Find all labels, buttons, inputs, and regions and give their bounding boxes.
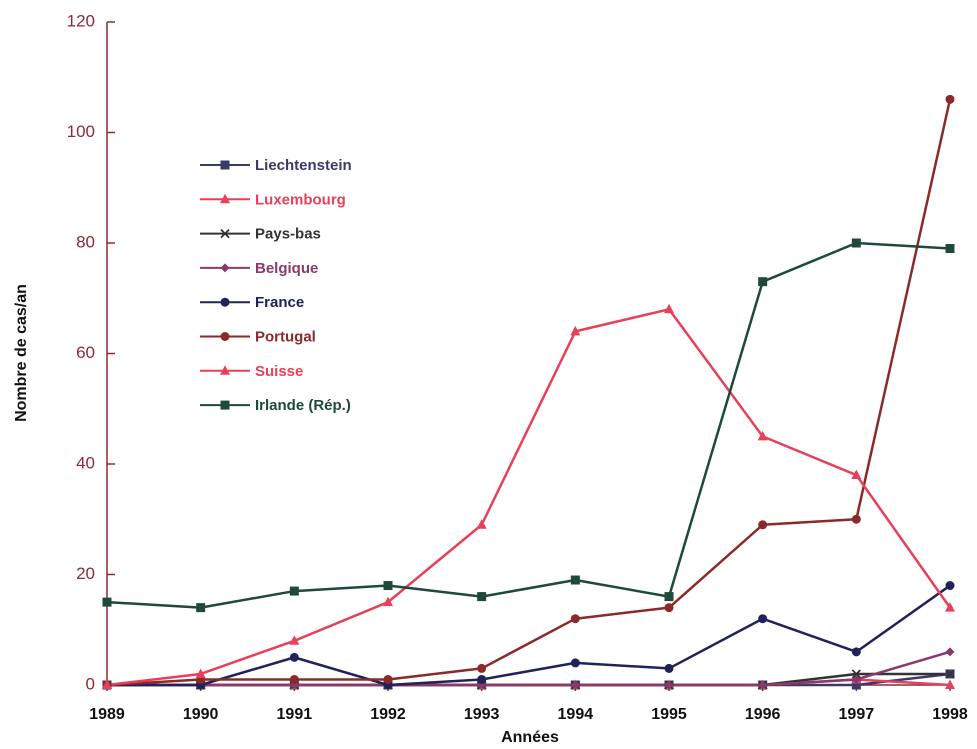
- data-point: [664, 592, 674, 602]
- data-point: [851, 669, 861, 679]
- data-point: [289, 635, 300, 645]
- data-point: [945, 94, 955, 104]
- y-tick-label: 120: [67, 11, 95, 30]
- x-tick-label: 1996: [745, 706, 781, 723]
- data-point: [945, 679, 955, 689]
- data-point: [758, 680, 768, 690]
- legend-label: Liechtenstein: [255, 157, 352, 174]
- data-point: [851, 680, 861, 690]
- data-point: [851, 469, 862, 480]
- data-point: [758, 277, 768, 287]
- legend-label: Portugal: [255, 328, 316, 345]
- y-tick-label: 20: [76, 564, 95, 583]
- legend-label: Pays-bas: [255, 226, 321, 243]
- legend-label: Suisse: [255, 363, 303, 380]
- data-point: [945, 669, 955, 679]
- data-point: [102, 679, 112, 689]
- y-tick-label: 100: [67, 122, 95, 141]
- series-line: [106, 99, 952, 687]
- legend-marker: [220, 263, 230, 273]
- data-point: [196, 603, 206, 613]
- series-line: [107, 584, 951, 687]
- data-point: [758, 520, 768, 530]
- y-tick-label: 60: [76, 343, 95, 362]
- data-point: [945, 244, 955, 254]
- data-point: [570, 575, 580, 585]
- data-point: [851, 674, 861, 684]
- data-point: [664, 680, 674, 690]
- x-tick-label: 1998: [932, 706, 968, 723]
- data-point: [383, 581, 393, 591]
- data-point: [476, 519, 487, 529]
- series-line: [106, 308, 952, 687]
- data-point: [664, 603, 674, 613]
- legend-marker: [220, 297, 230, 307]
- x-tick-label: 1989: [89, 706, 125, 723]
- x-axis-title: Années: [501, 729, 559, 746]
- data-point: [383, 596, 393, 607]
- data-point: [570, 680, 580, 690]
- legend-marker: [220, 228, 230, 239]
- data-point: [289, 674, 299, 684]
- data-point: [570, 658, 580, 668]
- data-point: [570, 614, 580, 624]
- series-line: [107, 650, 951, 687]
- legend-marker: [220, 332, 230, 341]
- y-tick-label: 0: [86, 674, 95, 693]
- legend-marker: [220, 160, 230, 170]
- legend-label: France: [255, 294, 304, 311]
- data-point: [851, 647, 861, 657]
- data-point: [383, 674, 393, 684]
- x-tick-label: 1994: [558, 706, 594, 723]
- y-tick-label: 80: [76, 232, 95, 251]
- x-tick-label: 1991: [277, 706, 313, 723]
- data-point: [477, 663, 487, 673]
- legend-label: Irlande (Rép.): [255, 397, 351, 414]
- legend-label: Belgique: [255, 260, 318, 277]
- data-point: [102, 597, 112, 607]
- data-point: [945, 581, 955, 591]
- x-tick-label: 1995: [651, 706, 687, 723]
- x-tick-label: 1997: [839, 706, 875, 723]
- x-tick-label: 1993: [464, 706, 500, 723]
- y-tick-label: 40: [76, 453, 95, 472]
- data-point: [757, 430, 768, 441]
- data-point: [851, 238, 861, 248]
- data-point: [945, 602, 955, 612]
- data-point: [945, 647, 955, 657]
- data-point: [195, 668, 206, 678]
- legend-marker: [220, 193, 230, 204]
- y-axis-title: Nombre de cas/an: [13, 284, 30, 422]
- data-point: [289, 586, 299, 596]
- data-point: [664, 303, 674, 314]
- legend-marker: [220, 400, 230, 410]
- series-line: [106, 241, 951, 609]
- x-tick-label: 1990: [183, 706, 219, 723]
- x-tick-label: 1992: [370, 706, 406, 723]
- data-point: [664, 663, 674, 673]
- legend-marker: [220, 365, 230, 375]
- data-point: [477, 674, 487, 684]
- legend-label: Luxembourg: [255, 191, 346, 208]
- data-point: [758, 614, 768, 624]
- data-point: [477, 592, 487, 602]
- data-point: [570, 325, 581, 336]
- data-point: [851, 514, 861, 524]
- data-point: [289, 652, 299, 662]
